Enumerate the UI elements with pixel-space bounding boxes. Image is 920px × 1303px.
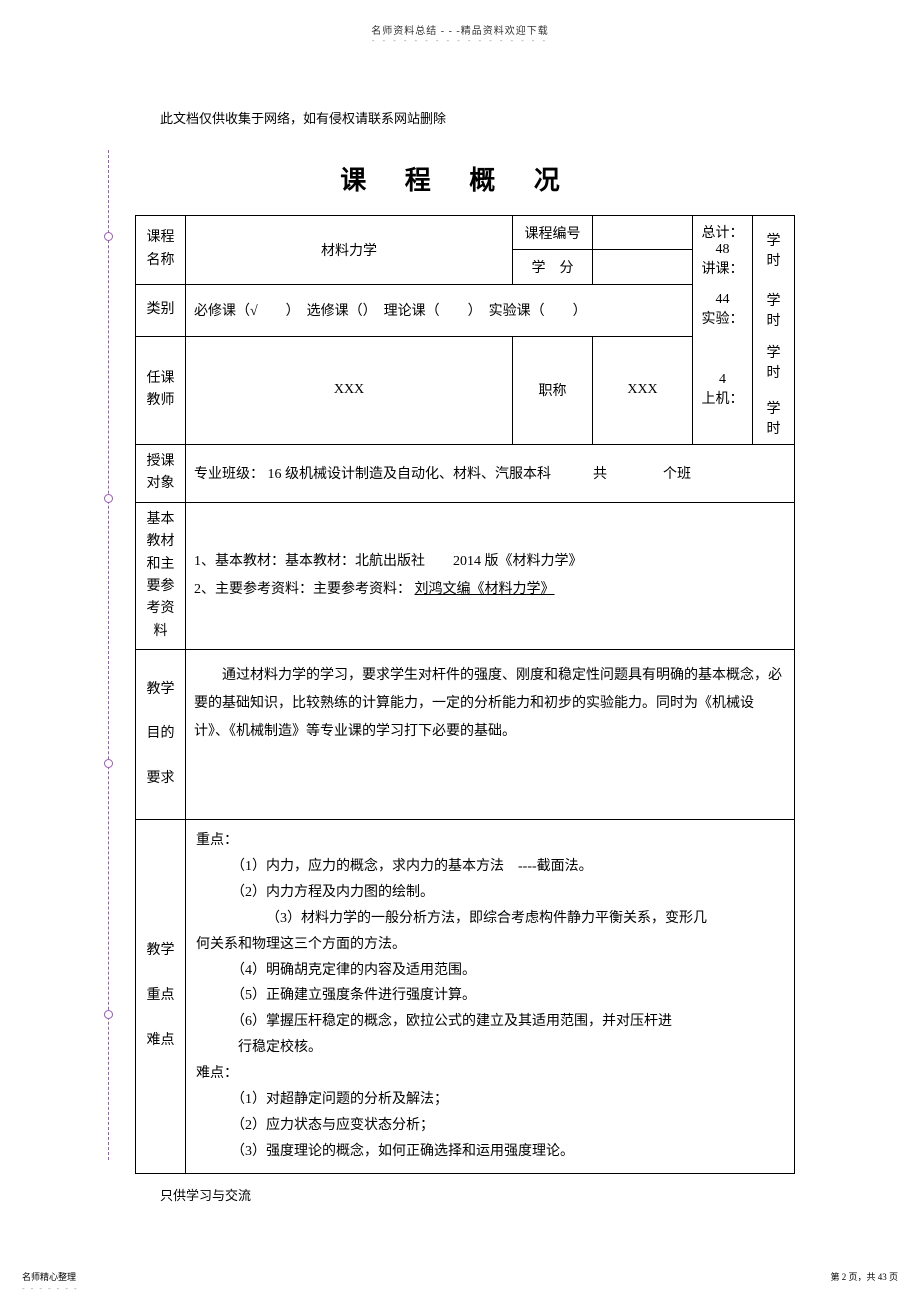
label-course-name: 课程 名称 (136, 216, 186, 285)
hours-experiment-value: 4 (719, 372, 726, 387)
difficulty-3: （3）强度理论的概念，如何正确选择和运用强度理论。 (196, 1139, 784, 1165)
focus-heading: 重点： (196, 828, 784, 854)
cell-title: XXX (593, 336, 693, 445)
hours-unit: 学时 学时 (753, 336, 795, 445)
table-row: 类别 必修课（√ ） 选修课（） 理论课（ ） 实验课（ ） 44 实验： 学时 (136, 284, 795, 336)
difficulty-1: （1）对超静定问题的分析及解法； (196, 1087, 784, 1113)
table-row: 教学 重点 难点 重点： （1）内力，应力的概念，求内力的基本方法 ----截面… (136, 820, 795, 1174)
difficulty-2: （2）应力状态与应变状态分析； (196, 1113, 784, 1139)
focus-4: （4）明确胡克定律的内容及适用范围。 (196, 958, 784, 984)
label-title: 职称 (513, 336, 593, 445)
focus-1: （1）内力，应力的概念，求内力的基本方法 ----截面法。 (196, 854, 784, 880)
cell-purpose: 通过材料力学的学习，要求学生对杆件的强度、刚度和稳定性问题具有明确的基本概念，必… (186, 650, 795, 820)
label-category: 类别 (136, 284, 186, 336)
textbook-line-2: 2、主要参考资料：主要参考资料： 刘鸿文编《材料力学》 (194, 576, 786, 604)
label-credits: 学 分 (513, 250, 593, 284)
header-dots: - - - - - - - - - - - - - - - - - (0, 36, 920, 45)
content-area: 课 程 概 况 课程 名称 材料力学 课程编号 总计： 48 讲课： 学时 学 … (100, 150, 800, 1174)
cell-category: 必修课（√ ） 选修课（） 理论课（ ） 实验课（ ） (186, 284, 693, 336)
hours-lecture-value: 44 (716, 292, 730, 307)
hours-unit: 学时 (753, 216, 795, 285)
textbook-underline: 刘鸿文编《材料力学》 (415, 582, 555, 597)
hours-unit: 学时 (753, 284, 795, 336)
hours-experiment-label: 实验： (702, 312, 744, 327)
footer-note: 只供学习与交流 (160, 1185, 251, 1204)
hours-total-label: 总计： (702, 226, 744, 241)
title-char: 课 (340, 166, 366, 195)
hours-computer-label: 上机： (702, 392, 744, 407)
difficulty-heading: 难点： (196, 1061, 784, 1087)
hours-unit-text: 学时 (767, 402, 781, 437)
hours-lecture: 44 实验： (693, 284, 753, 336)
title-char: 概 (469, 166, 495, 195)
hours-unit-text: 学时 (767, 346, 781, 381)
cell-teacher: XXX (186, 336, 513, 445)
cell-focus: 重点： （1）内力，应力的概念，求内力的基本方法 ----截面法。 （2）内力方… (186, 820, 795, 1174)
bottom-right-text: 第 2 页，共 43 页 (830, 1270, 898, 1283)
label-textbook: 基本 教材 和主 要参 考资 料 (136, 502, 186, 649)
label-teacher: 任课 教师 (136, 336, 186, 445)
textbook-line2-prefix: 2、主要参考资料：主要参考资料： (194, 582, 411, 597)
bottom-dots: - - - - - - - (22, 1284, 79, 1293)
table-row: 基本 教材 和主 要参 考资 料 1、基本教材：基本教材：北航出版社 2014 … (136, 502, 795, 649)
label-course-code: 课程编号 (513, 216, 593, 250)
title-char: 况 (534, 166, 560, 195)
title-char: 程 (405, 166, 431, 195)
focus-3: （3）材料力学的一般分析方法，即综合考虑构件静力平衡关系，变形几 何关系和物理这… (196, 906, 784, 958)
disclaimer-text: 此文档仅供收集于网络，如有侵权请联系网站删除 (160, 108, 446, 127)
table-row: 课程 名称 材料力学 课程编号 总计： 48 讲课： 学时 (136, 216, 795, 250)
hours-total-value: 48 (716, 242, 730, 257)
cell-textbook: 1、基本教材：基本教材：北航出版社 2014 版《材料力学》 2、主要参考资料：… (186, 502, 795, 649)
page-title: 课 程 概 况 (100, 150, 800, 215)
focus-6: （6）掌握压杆稳定的概念，欧拉公式的建立及其适用范围，并对压杆进 行稳定校核。 (196, 1009, 784, 1061)
bottom-left-text: 名师精心整理 (22, 1270, 76, 1283)
hours-experiment: 4 上机： (693, 336, 753, 445)
purpose-text: 通过材料力学的学习，要求学生对杆件的强度、刚度和稳定性问题具有明确的基本概念，必… (194, 662, 786, 746)
label-purpose: 教学 目的 要求 (136, 650, 186, 820)
label-audience: 授课 对象 (136, 445, 186, 503)
hours-lecture-label: 讲课： (702, 262, 744, 277)
textbook-line-1: 1、基本教材：基本教材：北航出版社 2014 版《材料力学》 (194, 548, 786, 576)
cell-course-name: 材料力学 (186, 216, 513, 285)
focus-5: （5）正确建立强度条件进行强度计算。 (196, 983, 784, 1009)
cell-audience: 专业班级： 16 级机械设计制造及自动化、材料、汽服本科 共 个班 (186, 445, 795, 503)
table-row: 教学 目的 要求 通过材料力学的学习，要求学生对杆件的强度、刚度和稳定性问题具有… (136, 650, 795, 820)
cell-course-code (593, 216, 693, 250)
course-table: 课程 名称 材料力学 课程编号 总计： 48 讲课： 学时 学 分 类别 必修课… (135, 215, 795, 1174)
hours-total: 总计： 48 讲课： (693, 216, 753, 285)
label-focus: 教学 重点 难点 (136, 820, 186, 1174)
focus-2: （2）内力方程及内力图的绘制。 (196, 880, 784, 906)
table-row: 任课 教师 XXX 职称 XXX 4 上机： 学时 学时 (136, 336, 795, 445)
header-text: 名师资料总结 - - -精品资料欢迎下载 (0, 22, 920, 37)
cell-credits (593, 250, 693, 284)
table-row: 授课 对象 专业班级： 16 级机械设计制造及自动化、材料、汽服本科 共 个班 (136, 445, 795, 503)
